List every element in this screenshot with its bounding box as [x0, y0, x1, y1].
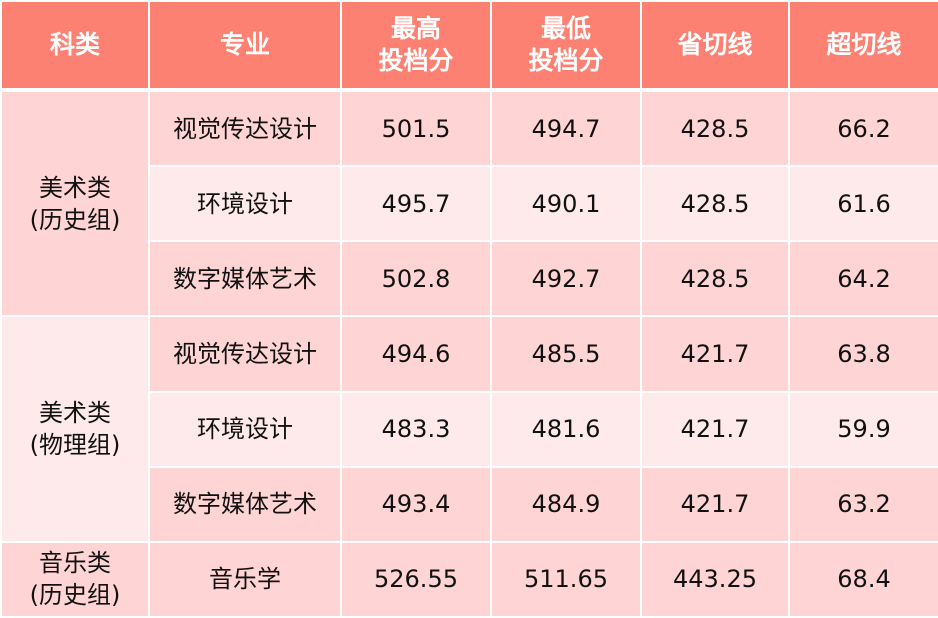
- table-row: 美术类 (历史组) 视觉传达设计 501.5 494.7 428.5 66.2: [0, 88, 938, 318]
- min-cell: 494.7: [490, 88, 642, 168]
- over-cell: 59.9: [788, 390, 938, 468]
- category-cell: 美术类 (物理组): [0, 315, 150, 543]
- max-cell: 502.8: [340, 240, 492, 318]
- over-cell: 63.2: [788, 465, 938, 543]
- category-line: (历史组): [29, 205, 121, 234]
- table-row: 数字媒体艺术 493.4 484.9 421.7 63.2: [1, 465, 938, 543]
- header-row: 科类 专业 最高 投档分 最低 投档分 省切线 超切线: [0, 0, 938, 91]
- max-cell: 526.55: [340, 540, 492, 618]
- category-cell: 音乐类 (历史组): [0, 540, 150, 618]
- over-cell: 63.8: [788, 315, 938, 393]
- column-header-max: 最高 投档分: [340, 0, 492, 91]
- line-cell: 421.7: [640, 465, 790, 543]
- header-line: 超切线: [826, 30, 902, 59]
- min-cell: 484.9: [490, 465, 642, 543]
- line-cell: 421.7: [640, 390, 790, 468]
- min-cell: 492.7: [490, 240, 642, 318]
- line-cell: 428.5: [640, 88, 790, 168]
- column-header-min: 最低 投档分: [490, 0, 642, 91]
- category-line: (物理组): [29, 431, 121, 460]
- line-cell: 421.7: [640, 315, 790, 393]
- max-cell: 495.7: [340, 165, 492, 243]
- over-cell: 66.2: [788, 88, 938, 168]
- category-line: (历史组): [29, 581, 121, 610]
- major-cell: 环境设计: [148, 390, 342, 468]
- over-cell: 68.4: [788, 540, 938, 618]
- category-cell: 美术类 (历史组): [0, 88, 150, 318]
- min-cell: 485.5: [490, 315, 642, 393]
- line-cell: 443.25: [640, 540, 790, 618]
- category-line: 音乐类: [39, 549, 111, 578]
- column-header-category: 科类: [0, 0, 150, 91]
- column-header-over: 超切线: [788, 0, 938, 91]
- column-header-line: 省切线: [640, 0, 790, 91]
- min-cell: 511.65: [490, 540, 642, 618]
- major-cell: 视觉传达设计: [148, 315, 342, 393]
- table-row: 音乐类 (历史组) 音乐学 526.55 511.65 443.25 68.4: [0, 540, 938, 618]
- major-cell: 视觉传达设计: [148, 88, 342, 168]
- min-cell: 490.1: [490, 165, 642, 243]
- header-line: 投档分: [378, 46, 454, 75]
- max-cell: 483.3: [340, 390, 492, 468]
- header-line: 投档分: [528, 46, 604, 75]
- major-cell: 数字媒体艺术: [148, 465, 342, 543]
- min-cell: 481.6: [490, 390, 642, 468]
- major-cell: 环境设计: [148, 165, 342, 243]
- header-line: 专业: [219, 30, 270, 59]
- category-line: 美术类: [39, 399, 111, 428]
- major-cell: 音乐学: [148, 540, 342, 618]
- category-line: 美术类: [39, 173, 111, 202]
- column-header-major: 专业: [148, 0, 342, 91]
- table-row: 美术类 (物理组) 视觉传达设计 494.6 485.5 421.7 63.8: [0, 315, 938, 543]
- over-cell: 61.6: [788, 165, 938, 243]
- table-row: 环境设计 495.7 490.1 428.5 61.6: [1, 165, 938, 243]
- header-line: 省切线: [677, 30, 753, 59]
- max-cell: 493.4: [340, 465, 492, 543]
- over-cell: 64.2: [788, 240, 938, 318]
- table-row: 环境设计 483.3 481.6 421.7 59.9: [1, 390, 938, 468]
- major-cell: 数字媒体艺术: [148, 240, 342, 318]
- header-line: 最高: [390, 14, 441, 43]
- table-row: 数字媒体艺术 502.8 492.7 428.5 64.2: [1, 240, 938, 318]
- header-line: 最低: [540, 14, 591, 43]
- line-cell: 428.5: [640, 165, 790, 243]
- max-cell: 494.6: [340, 315, 492, 393]
- header-line: 科类: [49, 30, 100, 59]
- max-cell: 501.5: [340, 88, 492, 168]
- line-cell: 428.5: [640, 240, 790, 318]
